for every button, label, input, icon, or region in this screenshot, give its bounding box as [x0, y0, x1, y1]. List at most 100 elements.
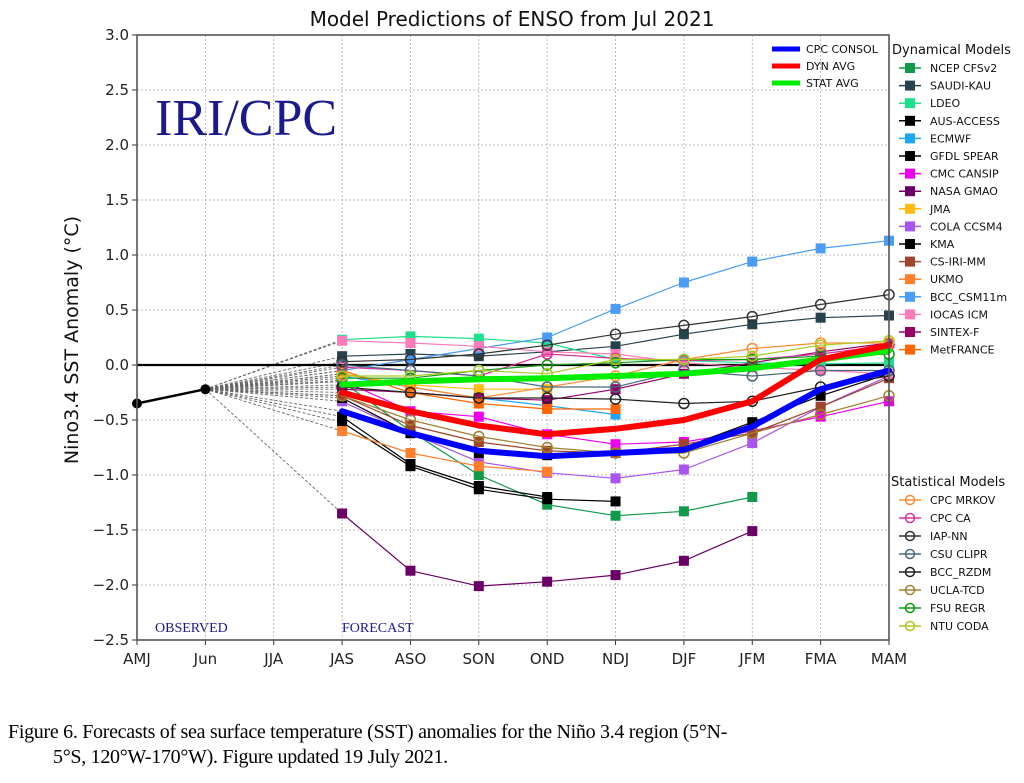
point-nasa-gmao: [542, 576, 553, 587]
x-tick-label: AMJ: [123, 650, 151, 668]
legend-label: CPC CA: [930, 512, 971, 525]
connector-iap-nn: [205, 361, 343, 390]
forecast-annotation: FORECAST: [342, 621, 414, 636]
legend-marker: [905, 344, 915, 355]
legend-label: CPC MRKOV: [930, 494, 996, 507]
line-fsu-regr: [341, 353, 890, 379]
point-iap-nn: [336, 355, 348, 368]
x-tick-label: JJA: [263, 650, 284, 668]
point-bcc-csm11m: [610, 303, 621, 314]
legend-label: CMC CANSIP: [930, 168, 999, 181]
legend-marker: [905, 133, 915, 144]
connector-csu-clipr: [205, 364, 343, 390]
legend-marker: [904, 584, 916, 596]
legend-label: AUS-ACCESS: [930, 115, 1000, 128]
point-bcc-rzdm: [541, 392, 553, 404]
legend-marker: [905, 291, 915, 302]
legend-label: BCC_RZDM: [930, 566, 991, 579]
grid: [137, 35, 889, 640]
point-observed: [200, 384, 211, 395]
x-axis-ticks: AMJ Jun JJA JAS ASO SON OND NDJ DJF JFM FMA MAM: [123, 640, 907, 668]
point-ukmo: [337, 426, 348, 436]
point-cmc-cansip: [815, 411, 826, 422]
point-fsu-regr: [541, 359, 553, 371]
legend-statistical-header: Statistical Models: [891, 475, 1005, 490]
series-cpc-consol: [339, 367, 892, 460]
legend-label: IAP-NN: [930, 530, 968, 543]
connector-cpc-ca: [205, 366, 343, 390]
y-tick-label: 1.0: [105, 246, 129, 264]
point-cola-ccsm4: [747, 438, 758, 449]
y-tick-label: 3.0: [105, 26, 129, 44]
point-bcc-csm11m: [678, 277, 689, 288]
point-nasa-gmao: [473, 581, 484, 592]
point-iocas-icm: [337, 335, 348, 346]
legend-dynamical-header: Dynamical Models: [892, 43, 1011, 58]
line-gfdl-spear: [341, 416, 548, 498]
point-nasa-gmao: [747, 526, 758, 537]
point-gfdl-spear: [473, 481, 484, 491]
line-dyn-avg: [339, 342, 892, 438]
legend-marker: [905, 239, 915, 249]
point-bcc-rzdm: [473, 392, 485, 404]
point-saudi-kau: [678, 329, 689, 340]
legend-statistical-models: Statistical Models CPC MRKOV CPC CA IAP-NN C…: [891, 475, 1005, 633]
series-gfdl-spear: [337, 411, 553, 502]
legend-label: KMA: [930, 238, 955, 251]
connector-gfdl-spear: [205, 388, 343, 418]
legend-label: IOCAS ICM: [930, 308, 988, 321]
point-iocas-icm: [405, 338, 416, 348]
connector-aus-access: [205, 388, 343, 423]
y-axis-ticks: 3.0 2.5 2.0 1.5 1.0 0.5 0.0 −0.5 −1.0 −1.5 −2.0 −2.…: [93, 26, 137, 649]
legend-marker: [904, 602, 916, 614]
point-bcc-csm11m: [815, 243, 826, 254]
point-kma: [815, 390, 826, 401]
point-cola-ccsm4: [610, 473, 621, 484]
legend-label: MetFRANCE: [930, 344, 995, 357]
y-tick-label: −1.0: [93, 466, 129, 484]
point-iap-nn: [678, 319, 690, 332]
legend-label: LDEO: [930, 97, 961, 110]
point-aus-access: [337, 417, 348, 428]
point-ukmo: [473, 461, 484, 472]
point-nasa-gmao: [678, 555, 689, 566]
point-iap-nn: [473, 348, 485, 360]
legend-label: ECMWF: [930, 132, 971, 145]
legend-label: BCC_CSM11m: [930, 291, 1007, 304]
connector-stat-avg: [205, 384, 343, 390]
point-cs-iri-mm: [678, 439, 689, 450]
connector-cpc-consol: [205, 388, 343, 412]
observed-series: [132, 384, 211, 409]
legend-label: GFDL SPEAR: [930, 150, 999, 163]
legend-label: NASA GMAO: [930, 185, 998, 198]
point-bcc-rzdm: [609, 393, 622, 405]
x-tick-label: SON: [463, 650, 496, 668]
legend-marker: [905, 221, 915, 232]
point-nasa-gmao: [337, 508, 348, 519]
point-cpc-mrkov: [746, 342, 759, 355]
legend-marker: [905, 256, 915, 267]
y-axis-label: Nino3.4 SST Anomaly (°C): [61, 216, 83, 464]
y-tick-label: −0.5: [93, 411, 129, 429]
point-ncep-cfsv2: [542, 499, 553, 510]
point-ntu-coda: [609, 353, 622, 366]
point-csu-clipr: [814, 364, 827, 377]
point-bcc-csm11m: [542, 332, 553, 343]
legend-label: CSU CLIPR: [930, 548, 988, 561]
point-ucla-tcd: [404, 414, 417, 426]
point-ldeo: [542, 338, 553, 348]
legend-dynamical-models: Dynamical Models NCEP CFSv2 SAUDI-KAU LDEO A…: [892, 43, 1011, 357]
point-iocas-icm: [473, 341, 484, 352]
legend-marker: [904, 620, 916, 632]
legend-label: SAUDI-KAU: [930, 80, 991, 93]
legend-label: COLA CCSM4: [930, 220, 1003, 233]
connector-ucla-tcd: [205, 388, 343, 397]
point-ldeo: [815, 358, 826, 369]
chart-title: Model Predictions of ENSO from Jul 2021: [310, 7, 715, 31]
legend-marker: [904, 548, 916, 560]
point-ncep-cfsv2: [473, 470, 484, 480]
point-fsu-regr: [746, 353, 759, 366]
point-bcc-rzdm: [404, 386, 417, 399]
point-cmc-cansip: [473, 411, 484, 422]
line-iap-nn: [341, 294, 890, 363]
